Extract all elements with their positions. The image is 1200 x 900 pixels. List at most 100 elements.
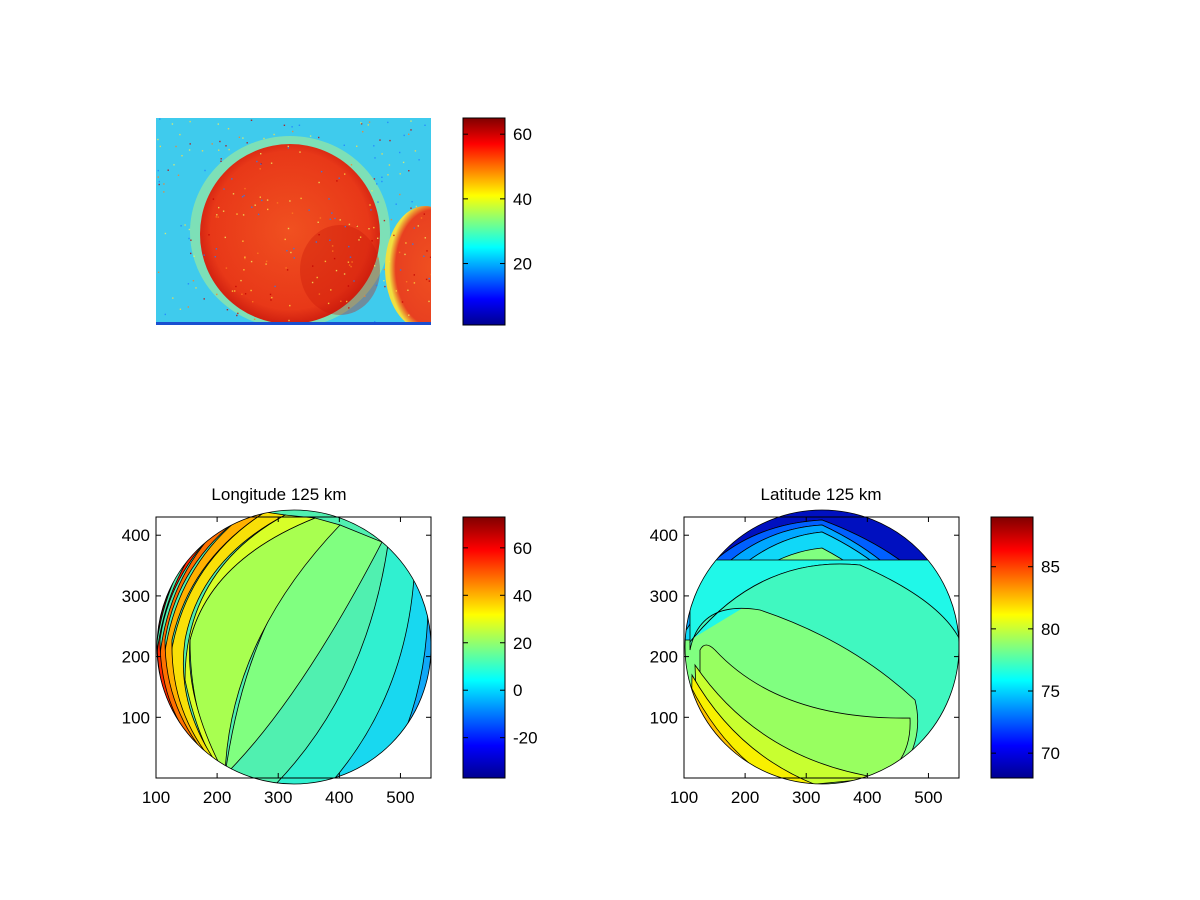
image-speckle <box>289 304 291 307</box>
image-speckle <box>289 200 291 202</box>
image-speckle <box>316 276 318 279</box>
image-speckle <box>195 287 197 289</box>
image-speckle <box>410 207 412 209</box>
image-speckle <box>236 213 238 215</box>
image-speckle <box>428 300 430 303</box>
image-speckle <box>340 300 342 302</box>
image-colorbar-tick-label: 60 <box>513 125 532 144</box>
image-speckle <box>356 225 358 227</box>
image-speckle <box>381 176 383 178</box>
image-speckle <box>271 296 273 299</box>
image-speckle <box>257 252 259 254</box>
longitude-colorbar <box>462 516 506 779</box>
image-speckle <box>388 260 391 263</box>
image-speckle <box>269 293 272 296</box>
image-speckle <box>374 321 376 323</box>
image-speckle <box>328 198 330 200</box>
image-speckle <box>373 145 375 147</box>
image-speckle <box>291 212 294 214</box>
image-speckle <box>368 121 371 123</box>
image-speckle <box>425 278 428 281</box>
image-speckle <box>257 213 260 216</box>
image-speckle <box>405 281 408 283</box>
image-speckle <box>407 289 409 291</box>
image-speckle <box>371 240 373 242</box>
image-speckle <box>413 274 415 276</box>
latitude-colorbar-tick-label: 80 <box>1041 620 1060 639</box>
image-speckle <box>227 128 230 130</box>
image-speckle <box>225 267 228 269</box>
image-speckle <box>399 193 401 196</box>
image-speckle <box>157 271 160 273</box>
image-speckle <box>240 279 242 282</box>
image-speckle <box>331 212 333 214</box>
image-speckle <box>343 144 345 146</box>
image-speckle <box>388 164 391 166</box>
image-speckle <box>410 129 412 131</box>
image-speckle <box>276 202 279 204</box>
image-speckle <box>347 261 350 263</box>
image-speckle <box>428 280 430 282</box>
image-speckle <box>417 225 419 227</box>
image-speckle <box>331 245 334 247</box>
image-speckle <box>358 239 360 241</box>
image-speckle <box>242 240 244 242</box>
image-speckle <box>299 151 301 153</box>
longitude-colorbar-ticks: -20 0 20 40 60 <box>463 539 538 748</box>
image-speckle <box>220 160 222 162</box>
image-speckle <box>290 251 292 254</box>
image-speckle <box>364 295 366 297</box>
image-speckle <box>203 298 205 300</box>
image-speckle <box>231 178 233 180</box>
image-speckle <box>218 149 220 151</box>
image-speckle <box>429 256 431 258</box>
image-speckle <box>330 289 332 291</box>
image-speckle <box>371 190 373 192</box>
latitude-axis-ticks: 100 200 300 400 500 100 200 300 400 <box>650 517 959 807</box>
longitude-colorbar-tick-label: 0 <box>513 681 522 700</box>
image-speckle <box>223 188 225 190</box>
image-speckle <box>244 293 247 295</box>
image-speckle <box>163 183 165 185</box>
image-speckle <box>177 174 180 176</box>
image-speckle <box>339 219 341 221</box>
image-speckle <box>234 290 236 292</box>
image-speckle <box>217 123 219 125</box>
image-speckle <box>242 214 245 216</box>
latitude-colorbar-tick-label: 85 <box>1041 558 1060 577</box>
image-speckle <box>215 216 217 218</box>
image-speckle <box>426 250 428 252</box>
image-speckle <box>218 206 220 209</box>
image-speckle <box>293 257 295 259</box>
image-speckle <box>238 136 241 138</box>
image-speckle <box>287 145 289 148</box>
image-speckle <box>405 242 407 244</box>
image-colorbar-ticks: 20 40 60 <box>463 125 532 274</box>
image-speckle <box>231 290 234 292</box>
image-speckle <box>220 158 222 160</box>
image-speckle <box>284 238 286 241</box>
image-speckle <box>395 203 397 205</box>
image-speckle <box>164 313 166 316</box>
image-speckle <box>250 119 253 121</box>
image-speckle <box>212 198 215 200</box>
image-speckle <box>399 269 402 271</box>
image-speckle <box>254 204 256 206</box>
image-speckle <box>334 217 336 220</box>
image-speckle <box>368 228 370 230</box>
image-speckle <box>383 280 385 282</box>
image-speckle <box>260 153 262 155</box>
image-speckle <box>318 181 320 184</box>
longitude-xtick-label: 300 <box>264 788 292 807</box>
image-speckle <box>329 218 331 220</box>
image-speckle <box>283 124 286 126</box>
image-speckle <box>414 150 417 152</box>
image-speckle <box>189 143 191 145</box>
image-speckle <box>383 268 385 271</box>
image-speckle <box>261 199 263 202</box>
image-speckle <box>163 191 165 193</box>
image-speckle <box>164 232 167 235</box>
image-speckle <box>180 225 182 227</box>
image-speckle <box>237 312 239 315</box>
